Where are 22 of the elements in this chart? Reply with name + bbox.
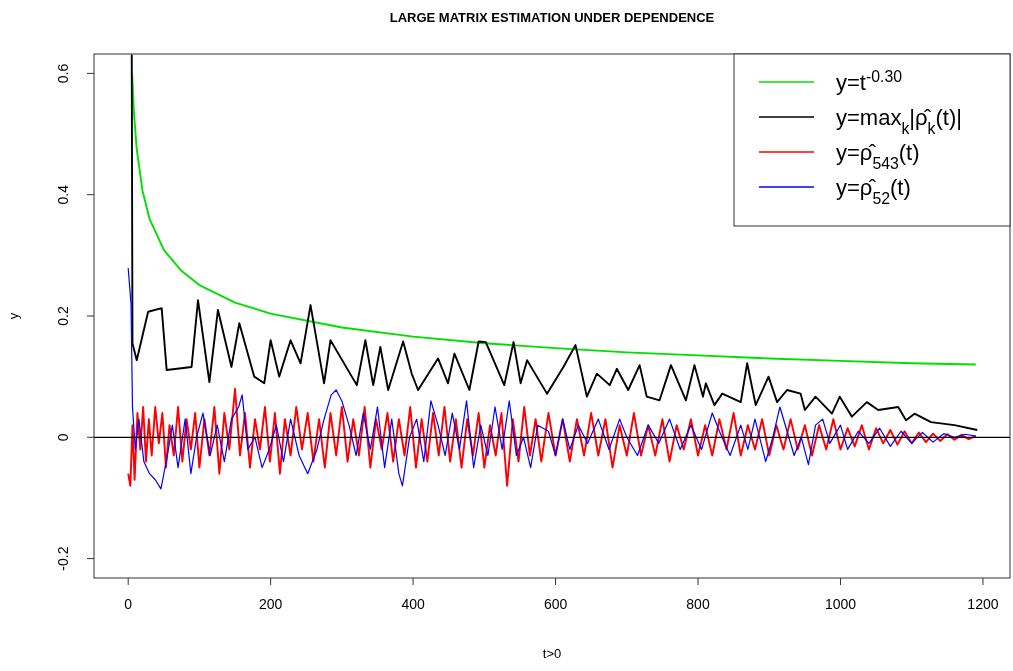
y-tick-label: 0 bbox=[55, 433, 71, 442]
x-tick-label: 0 bbox=[124, 596, 133, 612]
legend-label: y=max$_{k}$|ρ̂$_{k}$(t)| bbox=[836, 105, 962, 137]
x-tick-label: 1200 bbox=[967, 596, 999, 612]
x-tick-label: 600 bbox=[543, 596, 568, 612]
x-tick-label: 400 bbox=[401, 596, 425, 612]
y-tick-label: 0.6 bbox=[55, 63, 71, 84]
chart-title: LARGE MATRIX ESTIMATION UNDER DEPENDENCE bbox=[389, 10, 715, 25]
legend-label: y=ρ̂$_{52}$(t) bbox=[836, 175, 911, 207]
y-tick-label: 0.2 bbox=[55, 306, 71, 326]
line-series bbox=[127, 387, 977, 487]
x-axis-title: t>0 bbox=[542, 646, 562, 661]
line-series bbox=[130, 54, 979, 431]
y-tick-label: 0.4 bbox=[55, 184, 71, 205]
x-tick-label: 200 bbox=[258, 596, 283, 612]
y-tick-label: -0.2 bbox=[55, 546, 71, 571]
legend-label: y=ρ̂$_{543}$(t) bbox=[836, 140, 920, 172]
y-axis-title: y bbox=[6, 312, 21, 320]
legend-label: y=t$^{-0.30}$ bbox=[836, 67, 903, 95]
x-tick-label: 1000 bbox=[824, 596, 857, 612]
x-tick-label: 800 bbox=[686, 596, 710, 612]
line-series bbox=[127, 267, 977, 490]
